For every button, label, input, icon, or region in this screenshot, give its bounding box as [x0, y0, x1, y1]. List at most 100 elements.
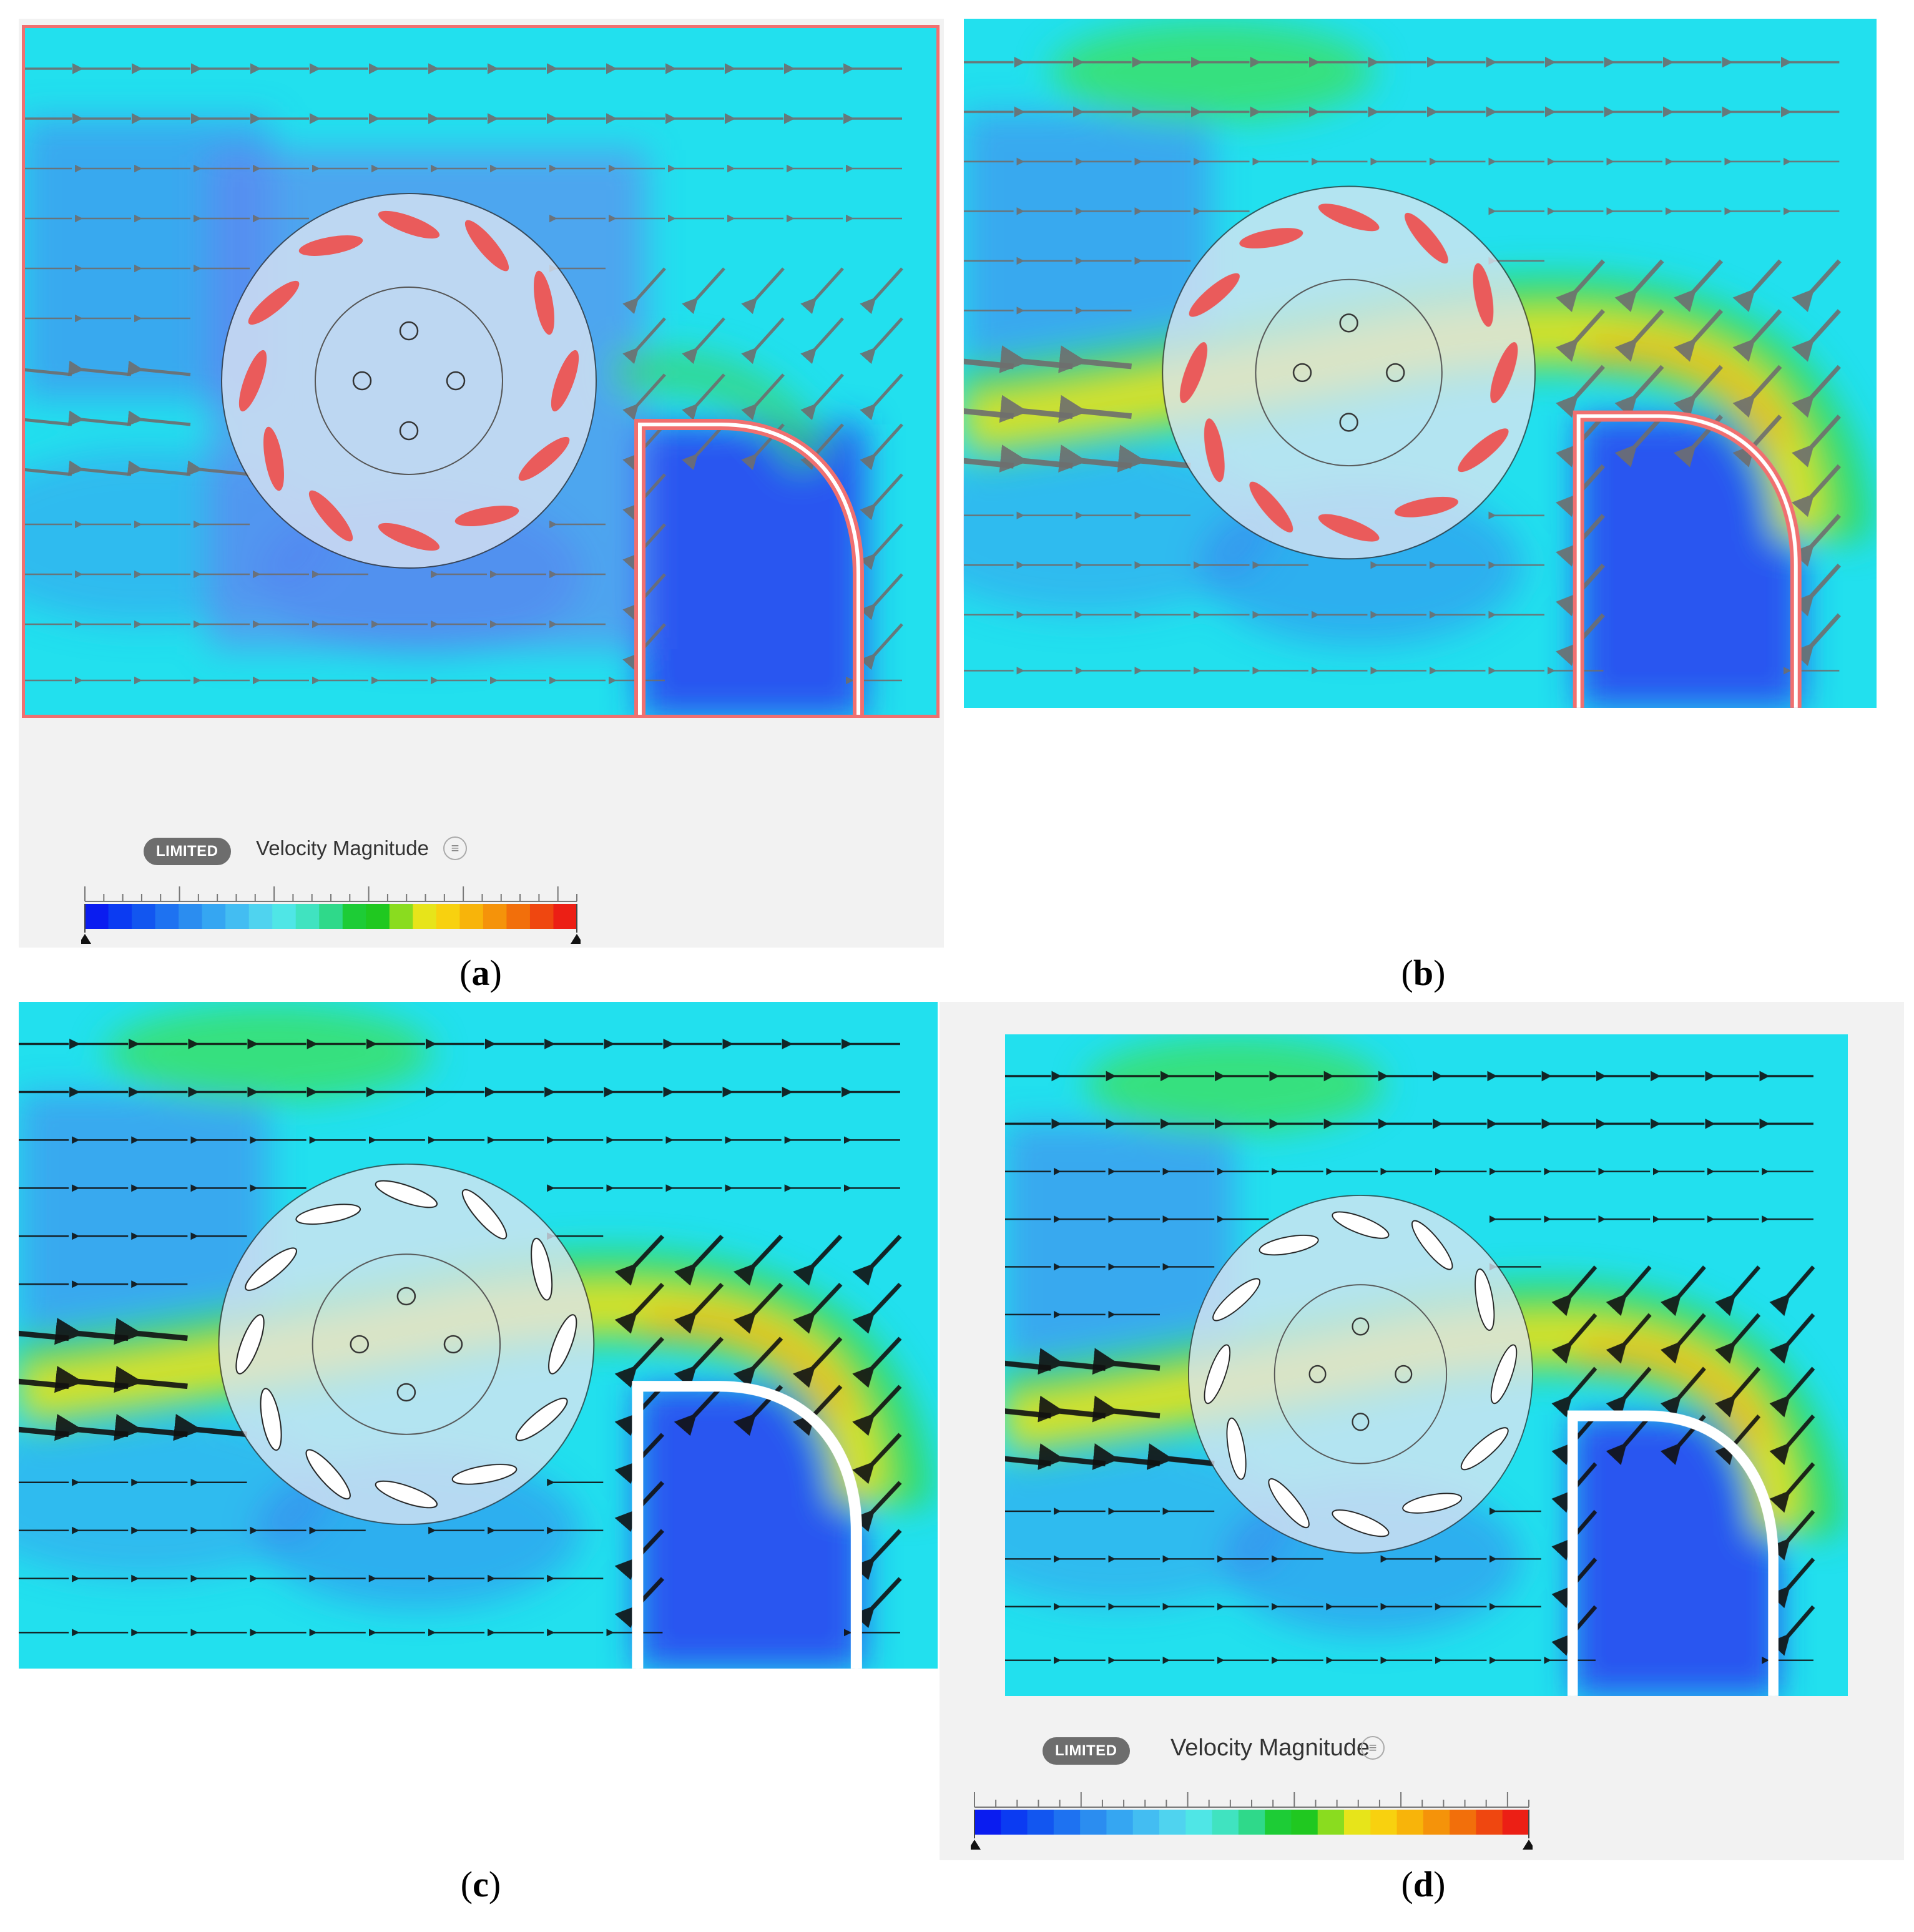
rotor-blade — [1460, 1427, 1509, 1471]
velocity-arrow — [741, 317, 785, 365]
velocity-arrow — [1606, 1265, 1652, 1317]
color-scale-swatch — [202, 904, 226, 929]
velocity-arrow — [1556, 259, 1605, 312]
velocity-arrow — [860, 373, 903, 421]
velocity-arrow — [1606, 1366, 1652, 1418]
panel-d: LIMITED Velocity Magnitude ≡ — [940, 1002, 1904, 1860]
color-scale-swatch — [1423, 1810, 1450, 1835]
velocity-arrow — [1614, 309, 1664, 362]
velocity-arrow — [674, 1282, 724, 1334]
velocity-arrow — [1792, 365, 1841, 418]
velocity-arrow — [622, 373, 666, 421]
range-min-handle — [81, 934, 91, 944]
velocity-arrow — [852, 1336, 902, 1388]
color-scale-swatch — [1317, 1810, 1345, 1835]
color-scale-swatch — [1265, 1810, 1292, 1835]
color-scale-swatch — [974, 1810, 1001, 1835]
velocity-arrow — [1792, 514, 1841, 567]
velocity-arrow — [792, 1385, 843, 1436]
velocity-arrow — [800, 373, 844, 421]
velocity-arrow — [852, 1481, 902, 1532]
velocity-arrow — [1614, 365, 1664, 418]
velocity-arrow — [1674, 365, 1723, 418]
rotor-blade — [1189, 273, 1240, 317]
color-scale-swatch — [529, 904, 554, 929]
rotor-blade — [1259, 1234, 1319, 1256]
color-scale-swatch — [1027, 1810, 1054, 1835]
velocity-arrow — [1792, 464, 1841, 517]
velocity-arrow — [114, 1366, 188, 1393]
rotor-blade — [263, 426, 284, 491]
velocity-arrow — [1117, 444, 1191, 473]
caption-d: (d) — [1401, 1864, 1446, 1905]
rotor-blade — [1318, 514, 1380, 542]
velocity-arrow — [1674, 259, 1723, 312]
color-scale-swatch — [1053, 1810, 1081, 1835]
velocity-arrow — [741, 373, 785, 421]
velocity-arrow — [1715, 1265, 1761, 1317]
color-scale-swatch — [366, 904, 390, 929]
velocity-arrow — [1715, 1366, 1761, 1418]
hub-bolt — [1352, 1413, 1370, 1431]
color-scale-swatch — [319, 904, 343, 929]
hub-bolt — [399, 421, 419, 441]
velocity-arrow — [852, 1234, 902, 1286]
velocity-arrow — [852, 1529, 902, 1581]
hub-bolt — [350, 1335, 370, 1354]
color-scale-swatch — [1502, 1810, 1529, 1835]
caption-b: (b) — [1401, 953, 1446, 993]
hub-bolt — [1292, 363, 1312, 383]
rotor-blade — [534, 270, 554, 335]
velocity-arrow — [1769, 1265, 1815, 1317]
color-scale-swatch — [1159, 1810, 1186, 1835]
rotor-blade — [1405, 212, 1448, 264]
limited-badge[interactable]: LIMITED — [144, 838, 231, 865]
color-scale-swatch — [1132, 1810, 1160, 1835]
velocity-arrow — [614, 1282, 665, 1334]
menu-icon[interactable]: ≡ — [1361, 1736, 1385, 1760]
velocity-arrow — [127, 460, 191, 476]
rotor-blade — [1226, 1417, 1247, 1480]
velocity-arrow — [614, 1336, 665, 1388]
color-scale-swatch — [1344, 1810, 1371, 1835]
velocity-arrow — [1769, 1313, 1815, 1364]
color-scale-swatch — [506, 904, 531, 929]
velocity-arrow — [792, 1282, 843, 1334]
rotor-blade — [1473, 263, 1494, 327]
hub-bolt — [1339, 313, 1358, 333]
color-scale-swatch — [1185, 1810, 1213, 1835]
rotor — [218, 1163, 595, 1526]
simulation-plot-d — [1005, 1034, 1848, 1696]
color-scale-swatch — [1476, 1810, 1503, 1835]
menu-icon[interactable]: ≡ — [443, 836, 467, 860]
velocity-arrow — [674, 1336, 724, 1388]
rotor-blade — [238, 350, 267, 412]
limited-badge[interactable]: LIMITED — [1043, 1737, 1130, 1765]
rotor-blade — [1179, 342, 1207, 403]
velocity-arrow — [1146, 1443, 1215, 1470]
color-scale-swatch — [459, 904, 484, 929]
velocity-arrow — [682, 267, 725, 315]
rotor-blade — [260, 1388, 282, 1451]
color-scale-swatch — [132, 904, 156, 929]
velocity-arrow — [1792, 259, 1841, 312]
rotor-blade — [454, 506, 519, 526]
velocity-arrow — [127, 410, 191, 426]
caption-a: (a) — [459, 953, 502, 993]
velocity-arrow — [1792, 309, 1841, 362]
color-scale-swatch — [155, 904, 179, 929]
rotor-blade — [518, 436, 570, 481]
hub-bolt — [446, 371, 466, 391]
rotor-blade — [308, 490, 353, 542]
velocity-arrow — [860, 473, 903, 521]
velocity-arrow — [860, 523, 903, 571]
velocity-arrow — [614, 1234, 665, 1286]
color-scale-swatch — [179, 904, 203, 929]
rotor-blade — [375, 1480, 438, 1509]
rotor — [1187, 1194, 1533, 1554]
velocity-arrow — [1614, 259, 1664, 312]
velocity-arrow — [792, 1234, 843, 1286]
color-scale-swatch — [483, 904, 507, 929]
velocity-arrow — [1092, 1348, 1161, 1375]
panel-a: LIMITED Velocity Magnitude ≡ — [19, 19, 944, 948]
